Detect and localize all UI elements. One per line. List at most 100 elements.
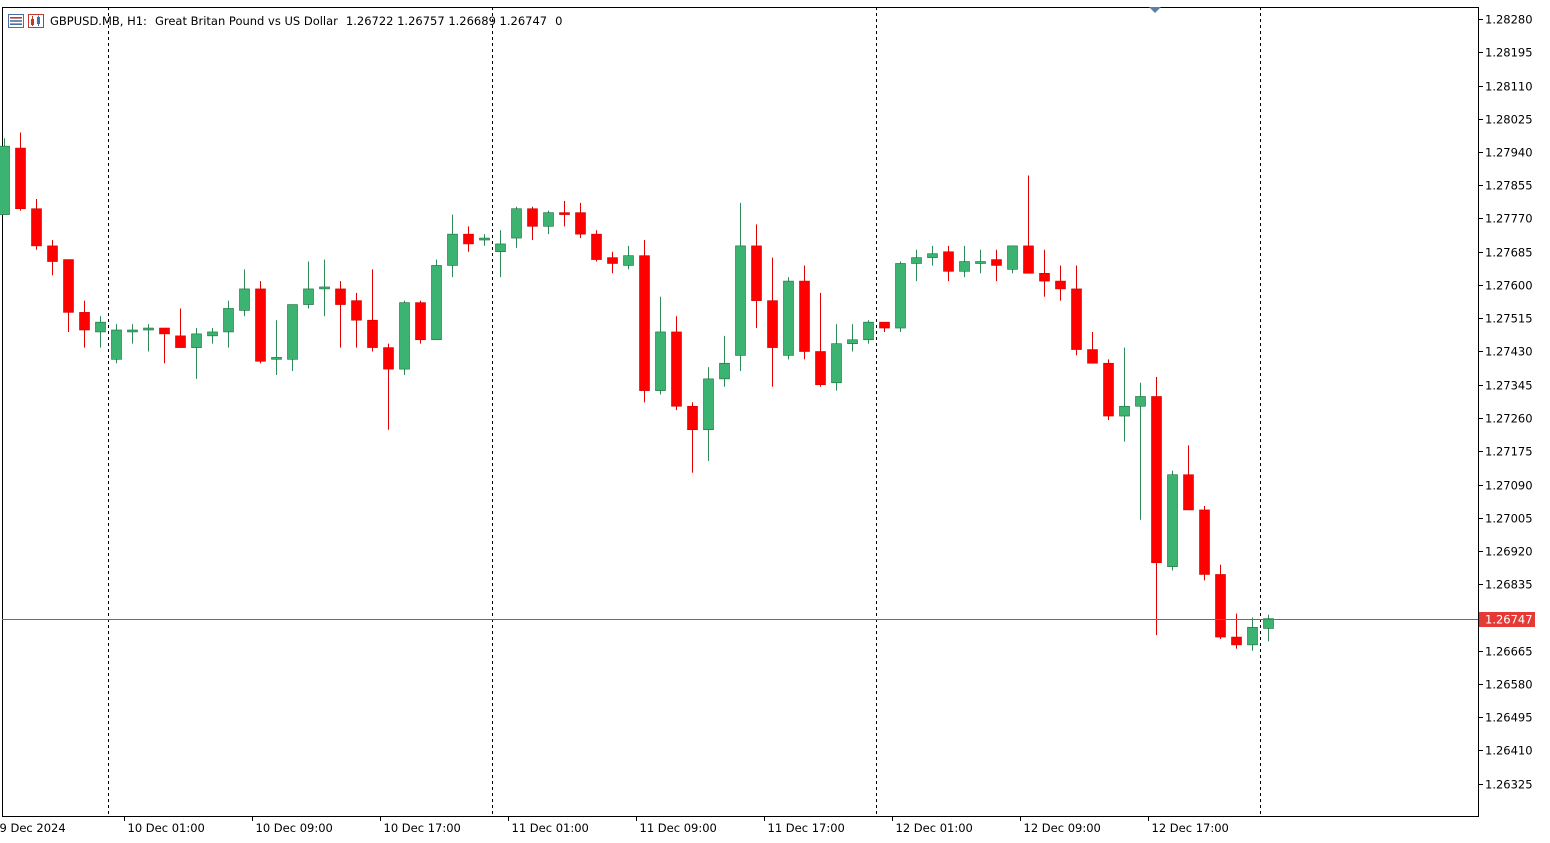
candle-body bbox=[847, 339, 858, 344]
candle-body bbox=[1071, 288, 1082, 350]
x-tick-label: 12 Dec 09:00 bbox=[1024, 821, 1101, 835]
candle-body bbox=[1119, 405, 1130, 417]
candle bbox=[1183, 445, 1194, 511]
candle bbox=[335, 281, 346, 348]
candle-body bbox=[415, 302, 426, 341]
candle-body bbox=[447, 233, 458, 266]
symbol-chart-icon[interactable] bbox=[28, 14, 44, 28]
chart-shift-marker bbox=[1149, 7, 1161, 13]
candle bbox=[943, 245, 954, 282]
candle bbox=[783, 277, 794, 360]
candle bbox=[159, 327, 170, 364]
candle bbox=[95, 316, 106, 348]
candle bbox=[495, 230, 506, 278]
candle-body bbox=[319, 286, 330, 290]
current-price-label: 1.26747 bbox=[1485, 613, 1533, 627]
candle bbox=[1215, 564, 1226, 640]
candle-body bbox=[527, 208, 538, 227]
candle-body bbox=[1199, 509, 1210, 575]
candle-body bbox=[31, 208, 42, 247]
candle-body bbox=[751, 245, 762, 301]
candle-body bbox=[831, 343, 842, 384]
candle-body bbox=[79, 312, 90, 331]
y-tick-label: 1.27345 bbox=[1485, 379, 1533, 393]
candle bbox=[591, 230, 602, 262]
chart-menu-icon[interactable] bbox=[8, 14, 24, 28]
candle-body bbox=[1023, 245, 1034, 274]
time-axis[interactable]: 9 Dec 2024 10 Dec 01:00 10 Dec 09:00 10 Dec… bbox=[0, 816, 1229, 835]
candle bbox=[879, 321, 890, 332]
ohlc-values: 1.26722 1.26757 1.26689 1.26747 bbox=[345, 14, 548, 28]
candle-body bbox=[1151, 396, 1162, 564]
candle bbox=[479, 234, 490, 246]
candle bbox=[1231, 613, 1242, 649]
chart-frame bbox=[2, 7, 1479, 817]
candle-body bbox=[1039, 272, 1050, 282]
candle bbox=[1039, 249, 1050, 297]
candle bbox=[463, 226, 474, 252]
candle bbox=[847, 324, 858, 352]
candle bbox=[767, 257, 778, 387]
candle-body bbox=[607, 257, 618, 264]
y-tick-label: 1.27855 bbox=[1485, 179, 1533, 193]
candle bbox=[303, 261, 314, 309]
candle bbox=[927, 245, 938, 266]
candle-body bbox=[1055, 280, 1066, 290]
candle-body bbox=[1167, 474, 1178, 567]
x-tick-label: 11 Dec 01:00 bbox=[512, 821, 589, 835]
candle-body bbox=[1103, 362, 1114, 417]
candle-body bbox=[927, 253, 938, 258]
candle bbox=[575, 202, 586, 239]
candle bbox=[671, 316, 682, 411]
candle bbox=[959, 245, 970, 278]
candle bbox=[1135, 382, 1146, 520]
y-tick-label: 1.26495 bbox=[1485, 711, 1533, 725]
candle-body bbox=[0, 145, 10, 215]
candle-body bbox=[959, 261, 970, 272]
candle-body bbox=[895, 263, 906, 329]
candle bbox=[1087, 331, 1098, 364]
x-tick-label: 12 Dec 17:00 bbox=[1152, 821, 1229, 835]
candle-body bbox=[335, 288, 346, 305]
y-tick-label: 1.28025 bbox=[1485, 113, 1533, 127]
candle-body bbox=[15, 147, 26, 210]
candle bbox=[271, 320, 282, 375]
candle bbox=[367, 269, 378, 352]
candle bbox=[607, 251, 618, 274]
y-tick-label: 1.26410 bbox=[1485, 744, 1533, 758]
x-tick-label: 10 Dec 17:00 bbox=[384, 821, 461, 835]
candle-body bbox=[223, 308, 234, 333]
candle-body bbox=[111, 329, 122, 360]
candle-body bbox=[367, 319, 378, 348]
y-tick-label: 1.28280 bbox=[1485, 13, 1533, 27]
candle-body bbox=[159, 327, 170, 335]
candle-body bbox=[687, 405, 698, 431]
y-tick-label: 1.27940 bbox=[1485, 146, 1533, 160]
candle-body bbox=[559, 212, 570, 215]
symbol-description: Great Britan Pound vs US Dollar bbox=[154, 14, 338, 28]
candle bbox=[975, 249, 986, 274]
x-tick-label: 9 Dec 2024 bbox=[0, 821, 66, 835]
candle bbox=[703, 367, 714, 462]
candle-body bbox=[303, 288, 314, 305]
price-axis[interactable]: 1.28280 1.28195 1.28110 1.28025 1.27940 1.278… bbox=[1478, 13, 1535, 792]
candle bbox=[175, 308, 186, 348]
candle bbox=[799, 265, 810, 360]
candle bbox=[143, 324, 154, 352]
y-tick-label: 1.27005 bbox=[1485, 512, 1533, 526]
candle-body bbox=[783, 280, 794, 356]
y-tick-label: 1.27260 bbox=[1485, 412, 1533, 426]
candle-body bbox=[863, 321, 874, 341]
candle-body bbox=[639, 255, 650, 391]
candle-body bbox=[655, 331, 666, 391]
x-tick-label: 10 Dec 01:00 bbox=[128, 821, 205, 835]
period-separators bbox=[108, 7, 1261, 816]
candle-body bbox=[767, 300, 778, 348]
candle bbox=[1007, 245, 1018, 274]
y-tick-label: 1.26835 bbox=[1485, 578, 1533, 592]
candle bbox=[191, 328, 202, 379]
y-tick-label: 1.26920 bbox=[1485, 545, 1533, 559]
candle-body bbox=[383, 347, 394, 370]
candle bbox=[655, 296, 666, 395]
